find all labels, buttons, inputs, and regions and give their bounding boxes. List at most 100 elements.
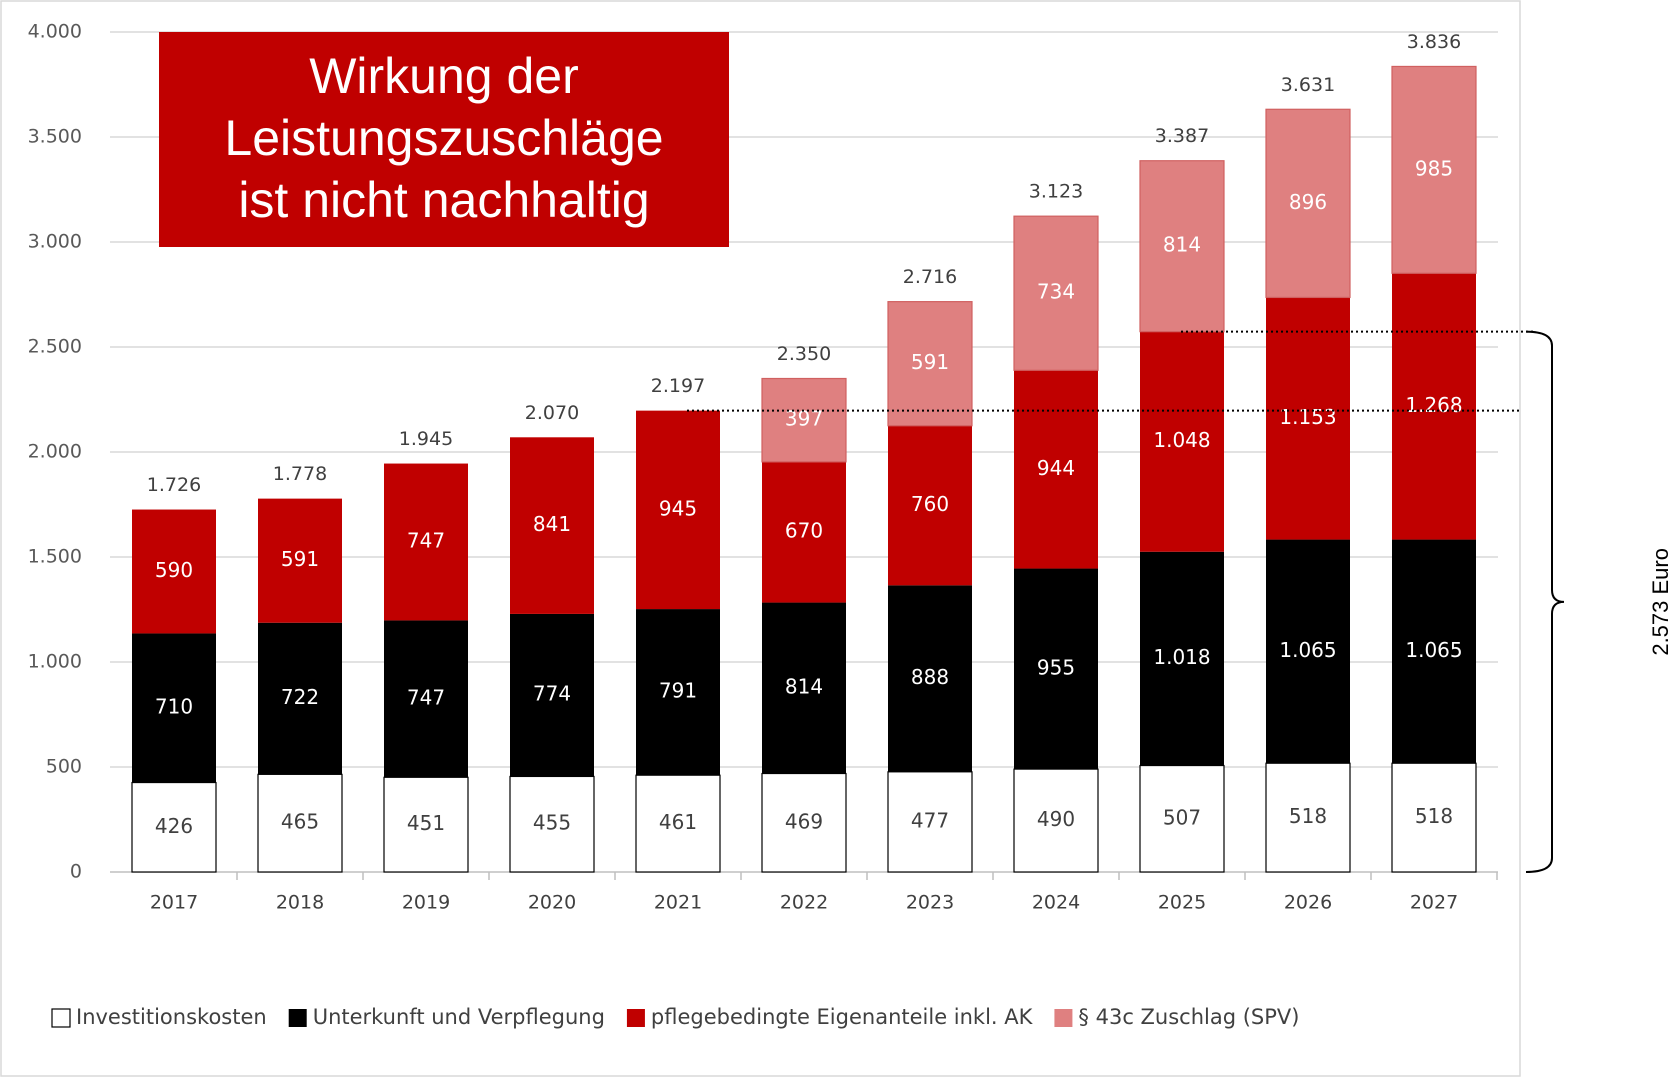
segment-label: 518: [1415, 804, 1453, 828]
segment-label: 985: [1415, 156, 1453, 180]
bar-segment: [1139, 764, 1225, 873]
y-tick-label: 2.000: [28, 441, 82, 463]
bar-segment: [888, 425, 972, 586]
legend-label: § 43c Zuschlag (SPV): [1078, 1005, 1299, 1029]
legend-swatch: [51, 1008, 71, 1028]
bar-segment: [1266, 297, 1350, 540]
bar-segment: [257, 773, 343, 873]
bar-segment: [761, 377, 847, 463]
bar-segment: [258, 498, 342, 623]
bar-segment: [384, 463, 468, 621]
bar-segment: [384, 620, 468, 778]
segment-label: 1.153: [1279, 405, 1336, 429]
bar-segment: [635, 774, 721, 873]
brace-label: 2.573 Euro: [1648, 548, 1673, 656]
segment-label: 814: [1163, 233, 1201, 257]
bar-segment: [761, 772, 847, 873]
brace: [1525, 330, 1565, 873]
segment-label: 507: [1163, 805, 1201, 829]
bar-segment: [887, 771, 973, 873]
total-label: 2.716: [903, 266, 957, 288]
segment-label: 451: [407, 811, 445, 835]
y-tick-label: 3.000: [28, 231, 82, 253]
legend-swatch: [626, 1009, 645, 1027]
segment-label: 461: [659, 810, 697, 834]
bar-segment: [1140, 331, 1224, 552]
bar-segment: [132, 509, 216, 634]
segment-label: 841: [533, 512, 571, 536]
title-box-text: Leistungszuschläge: [224, 110, 663, 166]
total-label: 3.387: [1155, 125, 1209, 147]
x-tick-label: 2018: [276, 892, 324, 914]
segment-label: 670: [785, 519, 823, 543]
segment-label: 469: [785, 809, 823, 833]
legend-label: pflegebedingte Eigenanteile inkl. AK: [651, 1005, 1034, 1029]
total-label: 2.197: [651, 375, 705, 397]
x-tick-label: 2022: [780, 892, 828, 914]
bar-segment: [1013, 215, 1099, 371]
x-tick-label: 2020: [528, 892, 576, 914]
segment-label: 477: [911, 808, 949, 832]
bar-segment: [510, 437, 594, 614]
y-tick-label: 1.500: [28, 546, 82, 568]
bar-segment: [510, 613, 594, 777]
bar-segment: [131, 781, 217, 873]
bar-segment: [762, 602, 846, 774]
bar-segment: [1265, 762, 1351, 873]
bar-segment: [888, 585, 972, 772]
legend-label: Unterkunft und Verpflegung: [313, 1005, 605, 1029]
legend-label: Investitionskosten: [76, 1005, 267, 1029]
segment-label: 1.048: [1153, 428, 1210, 452]
x-tick-label: 2026: [1284, 892, 1332, 914]
segment-label: 490: [1037, 807, 1075, 831]
bar-segment: [1140, 551, 1224, 766]
segment-label: 888: [911, 665, 949, 689]
y-tick-label: 3.500: [28, 126, 82, 148]
title-box: [159, 32, 729, 247]
bar-segment: [1391, 65, 1477, 274]
bar-segment: [762, 461, 846, 603]
total-label: 2.350: [777, 343, 831, 365]
bar-segment: [509, 775, 595, 873]
segment-label: 1.065: [1405, 638, 1462, 662]
segment-label: 760: [911, 492, 949, 516]
total-label: 1.778: [273, 463, 327, 485]
bar-segment: [1392, 539, 1476, 764]
bar-segment: [636, 609, 720, 776]
segment-label: 747: [407, 685, 445, 709]
y-tick-label: 0: [70, 861, 82, 883]
bar-segment: [1266, 539, 1350, 764]
total-label: 3.123: [1029, 181, 1083, 203]
bar-segment: [258, 622, 342, 775]
segment-label: 722: [281, 685, 319, 709]
bar-segment: [887, 301, 973, 427]
bar-segment: [1265, 108, 1351, 299]
total-label: 2.070: [525, 402, 579, 424]
segment-label: 591: [911, 350, 949, 374]
segment-label: 1.268: [1405, 393, 1462, 417]
segment-label: 774: [533, 682, 571, 706]
y-tick-label: 1.000: [28, 651, 82, 673]
x-tick-label: 2027: [1410, 892, 1458, 914]
segment-label: 896: [1289, 190, 1327, 214]
segment-label: 590: [155, 558, 193, 582]
segment-label: 455: [533, 811, 571, 835]
segment-label: 1.018: [1153, 645, 1210, 669]
segment-label: 747: [407, 528, 445, 552]
segment-label: 814: [785, 675, 823, 699]
x-tick-label: 2017: [150, 892, 198, 914]
total-label: 1.726: [147, 474, 201, 496]
y-tick-label: 500: [46, 756, 82, 778]
bar-segment: [1392, 273, 1476, 540]
bar-segment: [1139, 160, 1225, 333]
segment-label: 1.065: [1279, 638, 1336, 662]
total-label: 3.631: [1281, 74, 1335, 96]
legend-swatch: [288, 1009, 307, 1027]
segment-label: 426: [155, 814, 193, 838]
x-tick-label: 2021: [654, 892, 702, 914]
segment-label: 945: [659, 496, 697, 520]
bar-segment: [1013, 768, 1099, 873]
x-tick-label: 2024: [1032, 892, 1080, 914]
